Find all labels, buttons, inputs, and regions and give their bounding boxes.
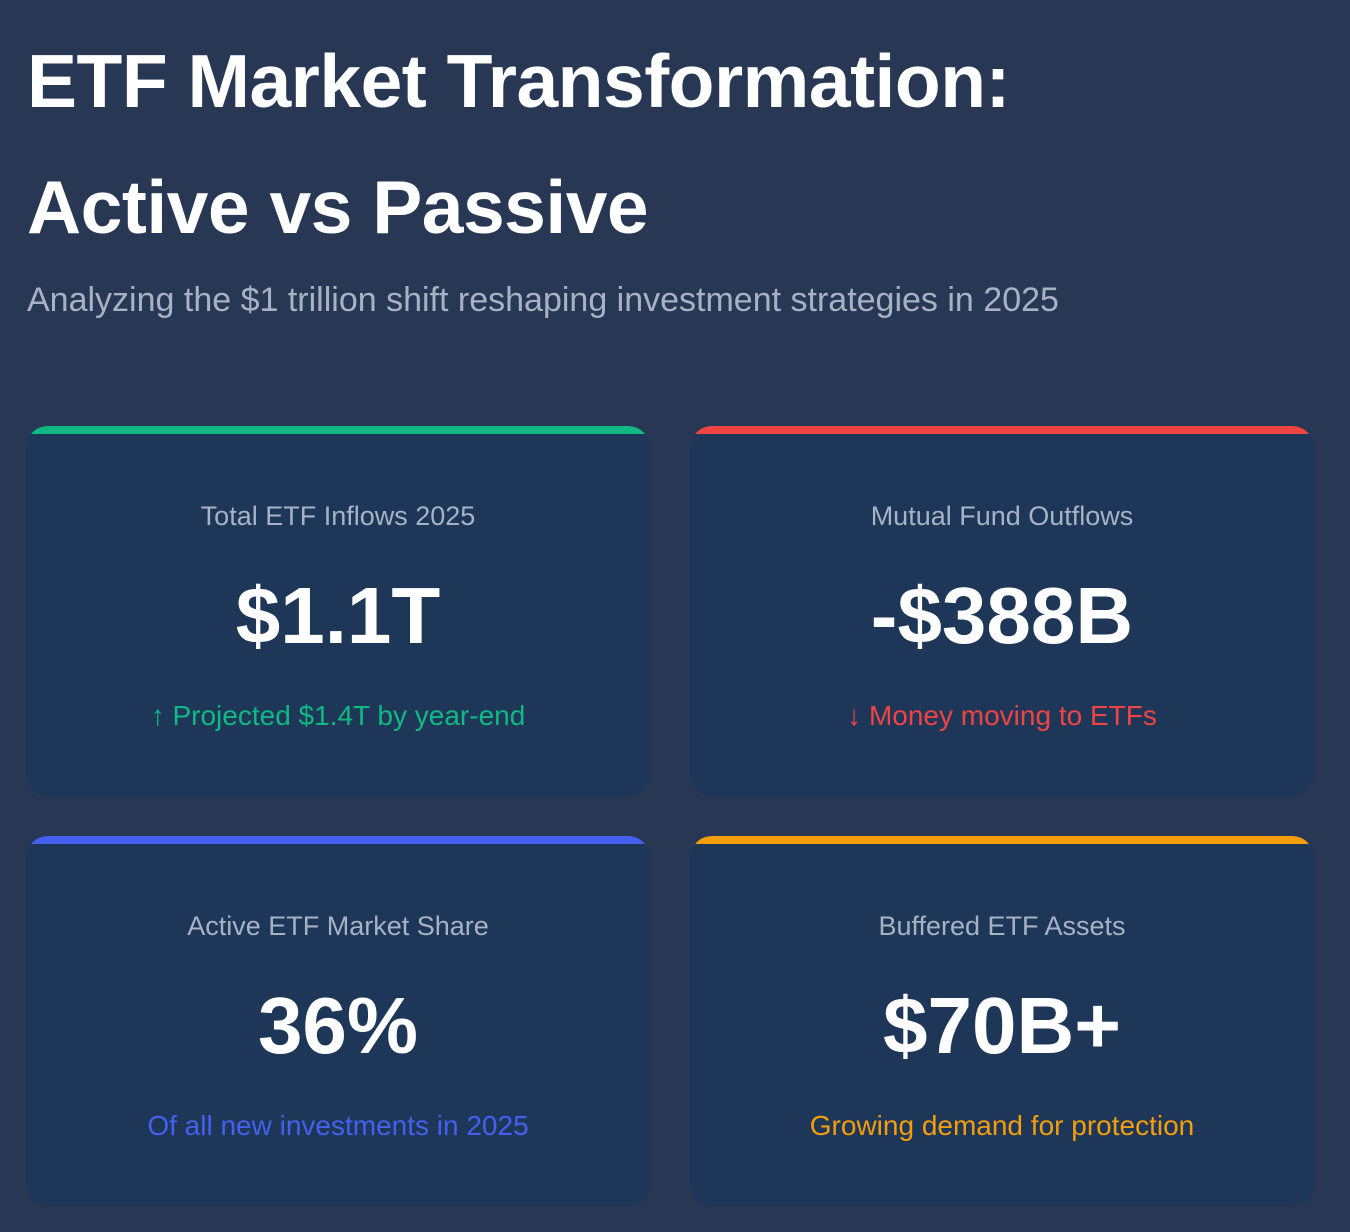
stat-card-note: ↑ Projected $1.4T by year-end — [150, 700, 526, 731]
stat-card-label: Total ETF Inflows 2025 — [200, 501, 476, 531]
stat-card-label: Buffered ETF Assets — [878, 911, 1126, 941]
page-title: ETF Market Transformation: Active vs Pas… — [27, 18, 1317, 270]
stat-card-etf-inflows: Total ETF Inflows 2025 $1.1T ↑ Projected… — [26, 426, 650, 796]
stat-card-note: Of all new investments in 2025 — [147, 1110, 529, 1141]
stat-card-value: 36% — [257, 981, 419, 1070]
stat-card-label: Mutual Fund Outflows — [870, 501, 1134, 531]
page-title-line-2: Active vs Passive — [27, 165, 649, 249]
stat-card-note: Growing demand for protection — [809, 1110, 1195, 1141]
stat-card-note: ↓ Money moving to ETFs — [847, 700, 1157, 731]
page-title-line-1: ETF Market Transformation: — [27, 39, 1010, 123]
stat-card-value: $1.1T — [235, 571, 441, 660]
stat-card-buffered-etf-assets: Buffered ETF Assets $70B+ Growing demand… — [690, 836, 1314, 1206]
page-subtitle: Analyzing the $1 trillion shift reshapin… — [27, 281, 1059, 319]
stat-card-mutual-fund-outflows: Mutual Fund Outflows -$388B ↓ Money movi… — [690, 426, 1314, 796]
stat-card-label: Active ETF Market Share — [187, 911, 489, 941]
stat-card-value: -$388B — [870, 571, 1134, 660]
stat-card-active-etf-share: Active ETF Market Share 36% Of all new i… — [26, 836, 650, 1206]
stat-card-value: $70B+ — [883, 981, 1121, 1070]
